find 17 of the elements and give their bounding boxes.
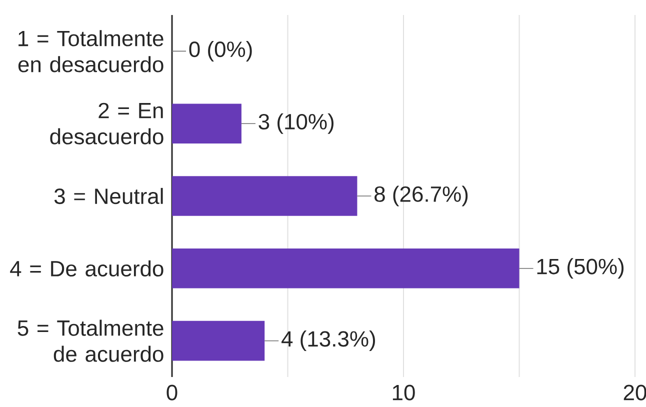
data-label: 8 (26.7%): [374, 186, 468, 206]
data-label: 0 (0%): [189, 40, 252, 62]
bar: [172, 248, 520, 288]
x-tick-label: 0: [166, 384, 178, 400]
bar: [172, 104, 242, 144]
x-tick-label: 20: [624, 384, 646, 400]
y-tick-label: 3 = Neutral: [54, 188, 163, 204]
data-label: 4 (13.3%): [282, 330, 375, 352]
bar: [172, 176, 358, 216]
y-tick-label: 5 = Totalmente de acuerdo: [18, 320, 164, 362]
bar: [172, 320, 265, 361]
data-label: 15 (50%): [537, 258, 624, 279]
y-tick-label: 1 = Totalmente en desacuerdo: [18, 30, 164, 72]
x-tick-label: 10: [392, 384, 415, 400]
data-label: 3 (10%): [258, 113, 334, 134]
y-tick-label: 2 = En desacuerdo: [50, 102, 164, 144]
y-tick-label: 4 = De acuerdo: [10, 260, 164, 276]
